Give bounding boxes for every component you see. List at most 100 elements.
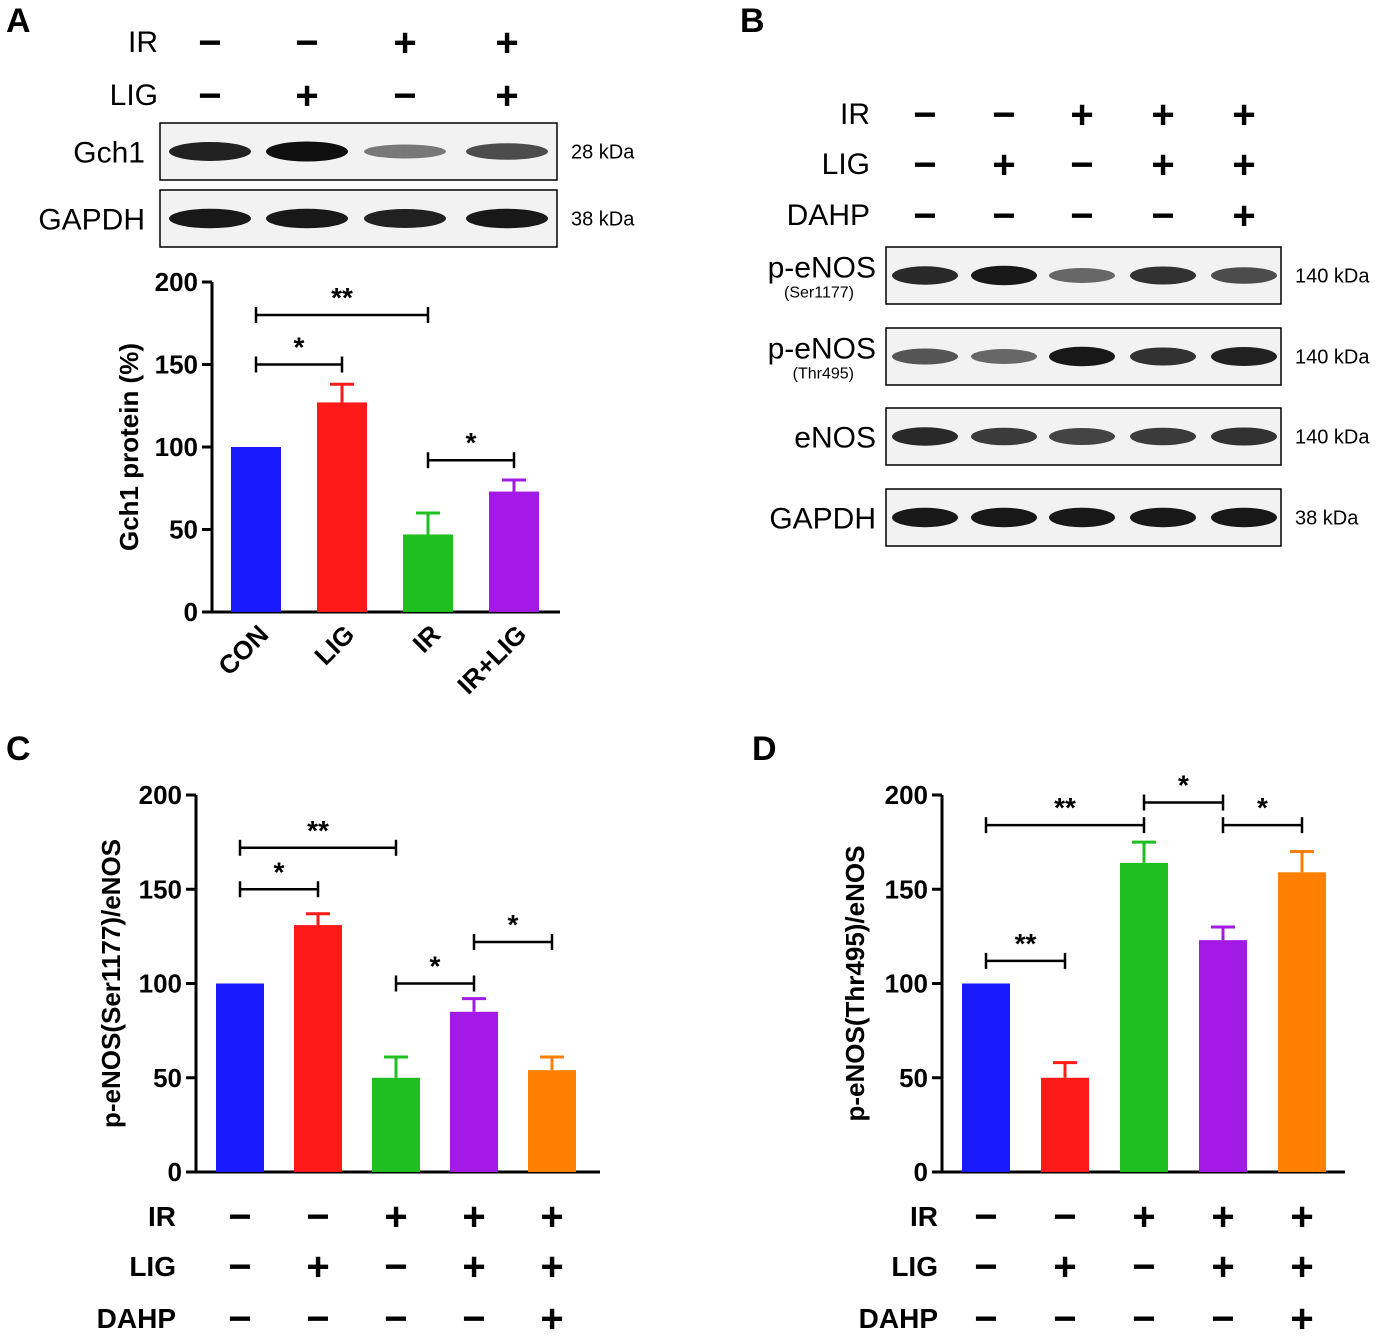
condition-label: DAHP bbox=[97, 1303, 176, 1334]
bar-4 bbox=[450, 1011, 498, 1172]
blot-row-label: GAPDH bbox=[769, 503, 876, 536]
y-axis-label: p-eNOS(Thr495)/eNOS bbox=[840, 846, 870, 1122]
y-tick-label: 0 bbox=[168, 1157, 182, 1187]
y-tick-label: 100 bbox=[885, 969, 928, 999]
condition-sign: − bbox=[228, 1195, 251, 1239]
protein-band bbox=[1049, 428, 1115, 445]
condition-sign: − bbox=[1132, 1245, 1155, 1289]
blot-row-label: Gch1 bbox=[73, 137, 145, 170]
condition-sign: − bbox=[913, 194, 936, 238]
protein-band bbox=[1049, 507, 1115, 528]
molecular-weight-label: 38 kDa bbox=[571, 209, 635, 231]
condition-sign: + bbox=[992, 143, 1015, 187]
bar-2 bbox=[317, 402, 367, 612]
western-blot-a: IR − − + + LIG − + − + Gch1 28 kDa GAPDH 38 kDa bbox=[38, 21, 635, 248]
y-tick-label: 0 bbox=[914, 1157, 928, 1187]
y-tick-label: 0 bbox=[184, 597, 198, 627]
molecular-weight-label: 28 kDa bbox=[571, 142, 635, 164]
protein-band bbox=[1211, 267, 1277, 284]
condition-sign: + bbox=[540, 1195, 563, 1239]
significance-label: ** bbox=[1015, 928, 1037, 959]
condition-label: LIG bbox=[822, 148, 870, 181]
protein-band bbox=[466, 143, 548, 160]
significance-label: * bbox=[508, 909, 519, 940]
protein-band bbox=[971, 265, 1037, 286]
condition-sign: − bbox=[1132, 1297, 1155, 1337]
condition-label: IR bbox=[910, 1201, 938, 1232]
condition-sign: + bbox=[1053, 1245, 1076, 1289]
significance-label: * bbox=[430, 951, 441, 982]
blot-row-label: p-eNOS bbox=[768, 333, 876, 366]
y-tick-label: 50 bbox=[153, 1063, 182, 1093]
significance-label: * bbox=[294, 332, 305, 363]
condition-label: LIG bbox=[891, 1251, 938, 1282]
condition-sign: − bbox=[1211, 1297, 1234, 1337]
x-tick-label: CON bbox=[212, 619, 274, 681]
condition-sign: − bbox=[992, 93, 1015, 137]
significance-label: ** bbox=[331, 282, 353, 313]
panel-label-c: C bbox=[6, 730, 31, 768]
condition-label: LIG bbox=[129, 1251, 176, 1282]
condition-sign: + bbox=[1232, 93, 1255, 137]
y-tick-label: 150 bbox=[139, 874, 182, 904]
protein-band bbox=[1211, 427, 1277, 446]
condition-sign: + bbox=[495, 74, 518, 118]
condition-sign: + bbox=[1211, 1195, 1234, 1239]
protein-band bbox=[364, 209, 446, 228]
condition-sign: − bbox=[306, 1297, 329, 1337]
bar-2 bbox=[1041, 1077, 1089, 1172]
condition-sign: − bbox=[1151, 194, 1174, 238]
protein-band bbox=[169, 142, 251, 161]
condition-sign: + bbox=[1232, 143, 1255, 187]
molecular-weight-label: 38 kDa bbox=[1295, 508, 1359, 530]
protein-band bbox=[466, 208, 548, 229]
molecular-weight-label: 140 kDa bbox=[1295, 427, 1370, 449]
blot-row-sublabel: (Thr495) bbox=[793, 366, 854, 383]
condition-sign: + bbox=[495, 21, 518, 65]
condition-sign: + bbox=[1151, 143, 1174, 187]
y-tick-label: 200 bbox=[885, 780, 928, 810]
protein-band bbox=[971, 507, 1037, 528]
y-tick-label: 200 bbox=[155, 267, 198, 297]
condition-sign: − bbox=[306, 1195, 329, 1239]
protein-band bbox=[169, 208, 251, 229]
protein-band bbox=[892, 427, 958, 446]
bar-2 bbox=[294, 925, 342, 1172]
condition-sign: − bbox=[1053, 1297, 1076, 1337]
condition-sign: + bbox=[1151, 93, 1174, 137]
molecular-weight-label: 140 kDa bbox=[1295, 347, 1370, 369]
protein-band bbox=[1211, 507, 1277, 528]
y-tick-label: 150 bbox=[885, 874, 928, 904]
condition-sign: − bbox=[992, 194, 1015, 238]
y-tick-label: 200 bbox=[139, 780, 182, 810]
y-tick-label: 50 bbox=[899, 1063, 928, 1093]
x-tick-label: LIG bbox=[308, 619, 360, 671]
condition-sign: + bbox=[462, 1245, 485, 1289]
condition-sign: + bbox=[1132, 1195, 1155, 1239]
y-axis-label: p-eNOS(Ser1177)/eNOS bbox=[96, 839, 126, 1128]
condition-sign: + bbox=[306, 1245, 329, 1289]
condition-sign: − bbox=[1070, 194, 1093, 238]
bar-1 bbox=[216, 983, 264, 1172]
condition-sign: + bbox=[462, 1195, 485, 1239]
significance-label: * bbox=[1178, 770, 1189, 801]
significance-label: * bbox=[274, 856, 285, 887]
y-tick-label: 100 bbox=[155, 432, 198, 462]
significance-label: ** bbox=[1054, 792, 1076, 823]
condition-sign: + bbox=[1290, 1297, 1313, 1337]
condition-sign: − bbox=[295, 21, 318, 65]
condition-sign: + bbox=[1290, 1195, 1313, 1239]
condition-label: IR bbox=[148, 1201, 176, 1232]
condition-sign: + bbox=[384, 1195, 407, 1239]
protein-band bbox=[971, 349, 1037, 364]
bar-5 bbox=[1278, 872, 1326, 1172]
panel-label-a: A bbox=[6, 2, 31, 40]
condition-sign: + bbox=[540, 1297, 563, 1337]
molecular-weight-label: 140 kDa bbox=[1295, 266, 1370, 288]
condition-sign: − bbox=[384, 1245, 407, 1289]
blot-row-label: GAPDH bbox=[38, 204, 145, 237]
bar-3 bbox=[372, 1077, 420, 1172]
